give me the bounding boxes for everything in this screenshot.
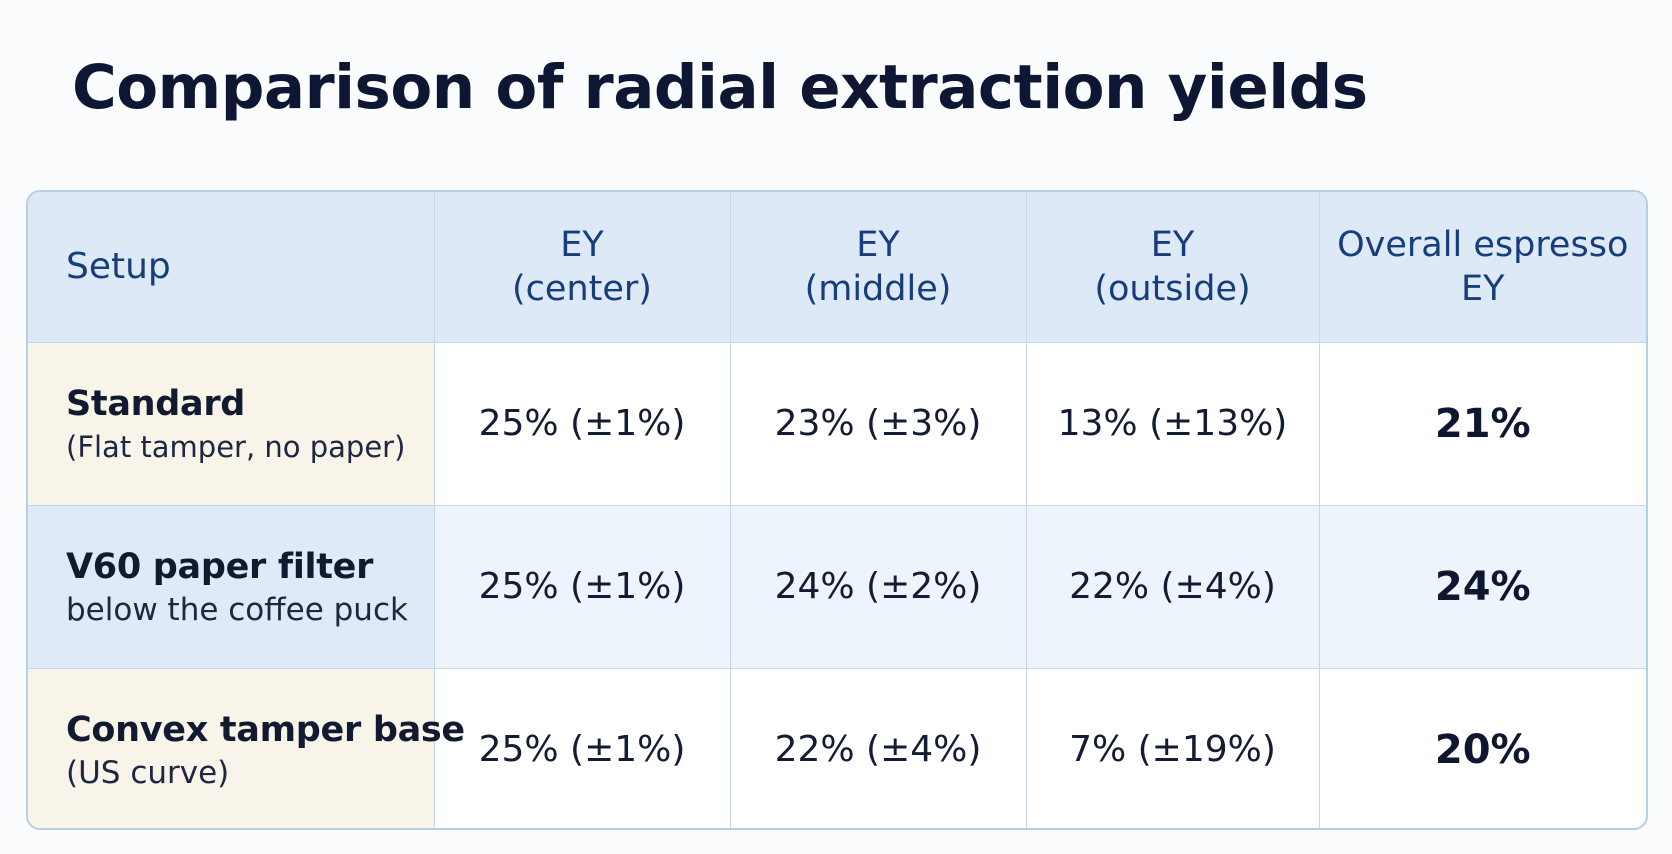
comparison-table: Setup EY (center) EY (middle) EY (outsid… (28, 192, 1646, 828)
header-ey-middle: EY (middle) (729, 192, 1027, 343)
overall-ey-value: 20% (1318, 667, 1646, 828)
header-ey-center-line1: EY (560, 224, 604, 265)
setup-description: (Flat tamper, no paper) (66, 429, 406, 464)
header-ey-outside: EY (outside) (1025, 192, 1320, 343)
setup-description: below the coffee puck (66, 591, 408, 628)
setup-name: V60 paper filter (66, 546, 374, 587)
table-header: Setup EY (center) EY (middle) EY (outsid… (28, 192, 1646, 343)
header-ey-middle-line1: EY (856, 224, 900, 265)
setup-description: (US curve) (66, 754, 230, 791)
header-overall-ey-line1: Overall espresso (1337, 224, 1629, 265)
overall-ey-value: 24% (1318, 504, 1646, 669)
ey-center-value: 25% (±1%) (433, 342, 731, 506)
table-body: Standard (Flat tamper, no paper) 25% (±1… (28, 342, 1646, 828)
setup-cell-convex: Convex tamper base (US curve) (28, 667, 465, 828)
header-ey-middle-line2: (middle) (804, 268, 952, 309)
page-title: Comparison of radial extraction yields (72, 52, 1368, 123)
header-overall-ey-line2: EY (1461, 268, 1505, 309)
header-overall-ey: Overall espresso EY (1318, 192, 1646, 343)
table-row-standard: Standard (Flat tamper, no paper) 25% (±1… (28, 342, 1646, 506)
overall-ey-value: 21% (1318, 342, 1646, 506)
table-row-convex: Convex tamper base (US curve) 25% (±1%) … (28, 667, 1646, 828)
header-ey-center: EY (center) (433, 192, 731, 343)
ey-middle-value: 23% (±3%) (729, 342, 1027, 506)
ey-middle-value: 24% (±2%) (729, 504, 1027, 669)
table-row-v60: V60 paper filter below the coffee puck 2… (28, 504, 1646, 669)
setup-name: Standard (66, 383, 246, 424)
header-setup: Setup (28, 192, 435, 343)
setup-name: Convex tamper base (66, 709, 465, 750)
ey-outside-value: 7% (±19%) (1025, 667, 1320, 828)
header-row: Setup EY (center) EY (middle) EY (outsid… (28, 192, 1646, 343)
ey-outside-value: 13% (±13%) (1025, 342, 1320, 506)
setup-cell-standard: Standard (Flat tamper, no paper) (28, 342, 435, 506)
setup-cell-v60: V60 paper filter below the coffee puck (28, 504, 435, 669)
header-ey-outside-line2: (outside) (1094, 268, 1251, 309)
ey-center-value: 25% (±1%) (433, 667, 731, 828)
header-ey-center-line2: (center) (512, 268, 652, 309)
header-ey-outside-line1: EY (1150, 224, 1195, 265)
ey-outside-value: 22% (±4%) (1025, 504, 1320, 669)
ey-middle-value: 22% (±4%) (729, 667, 1027, 828)
ey-center-value: 25% (±1%) (433, 504, 731, 669)
comparison-table-container: Setup EY (center) EY (middle) EY (outsid… (26, 190, 1648, 830)
